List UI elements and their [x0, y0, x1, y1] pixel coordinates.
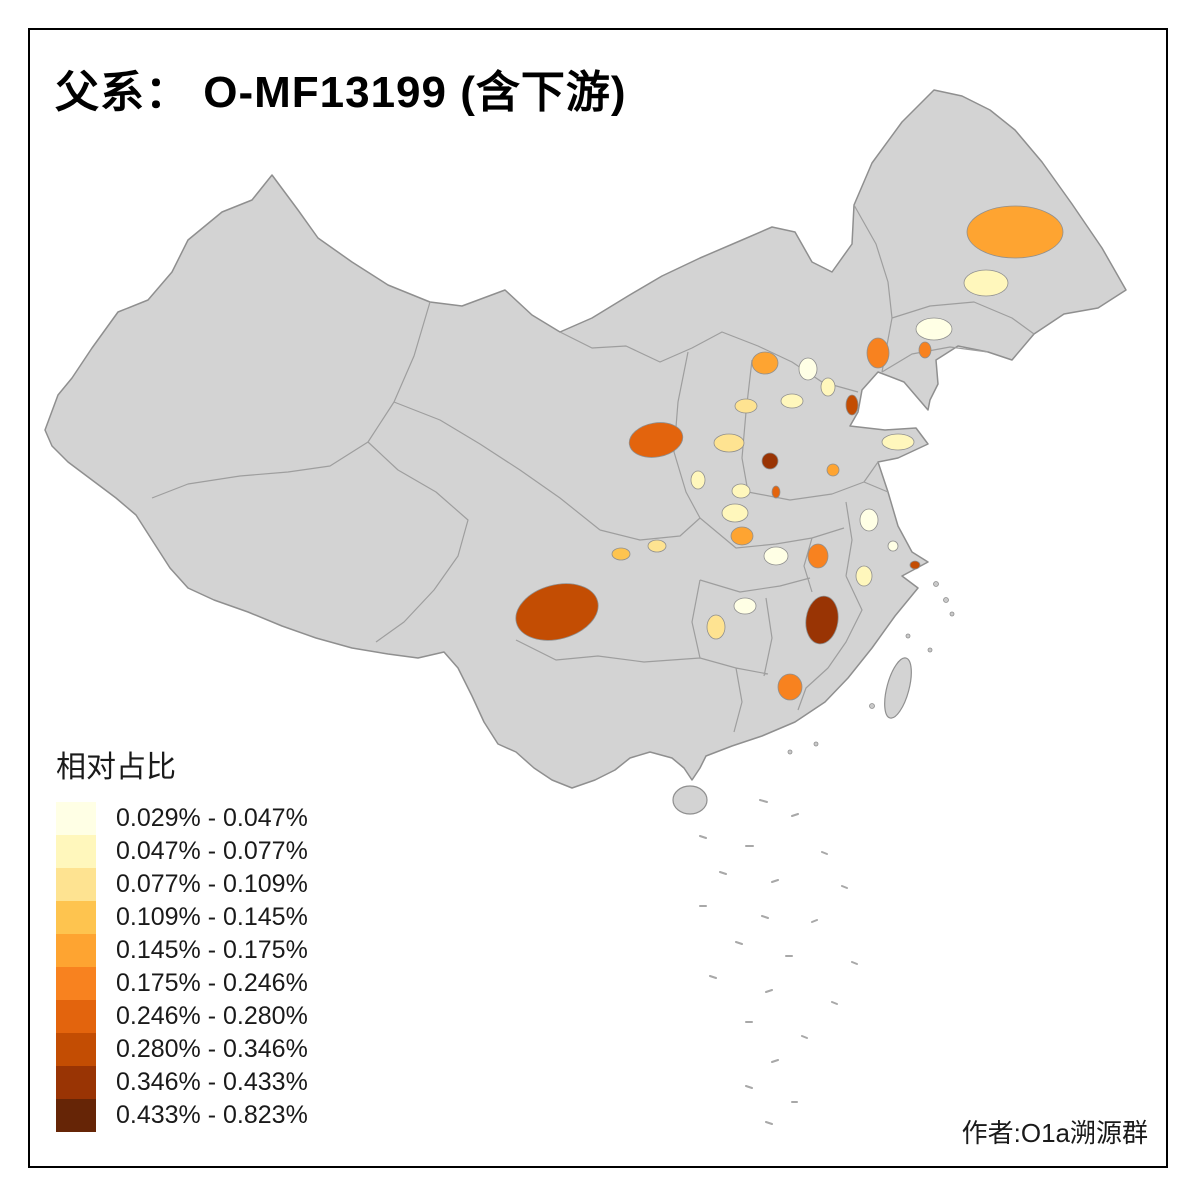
taiwan-island: [884, 657, 912, 719]
highlighted-region: [807, 543, 829, 569]
legend-entry: 0.029% - 0.047%: [56, 802, 308, 835]
highlighted-region: [730, 526, 754, 546]
highlighted-region: [881, 433, 915, 451]
legend-label: 0.246% - 0.280%: [116, 1002, 308, 1030]
legend-swatch: [56, 967, 96, 1000]
highlighted-region: [515, 583, 599, 641]
legend-label: 0.029% - 0.047%: [116, 804, 308, 832]
highlighted-region: [887, 540, 899, 552]
legend: 相对占比 0.029% - 0.047% 0.047% - 0.077% 0.077…: [56, 742, 308, 1132]
legend-entry: 0.047% - 0.077%: [56, 835, 308, 868]
legend-entries: 0.029% - 0.047% 0.047% - 0.077% 0.077% - 0…: [56, 802, 308, 1132]
legend-label: 0.047% - 0.077%: [116, 837, 308, 865]
legend-entry: 0.246% - 0.280%: [56, 1000, 308, 1033]
legend-entry: 0.433% - 0.823%: [56, 1099, 308, 1132]
legend-label: 0.175% - 0.246%: [116, 969, 308, 997]
legend-swatch: [56, 868, 96, 901]
highlighted-region: [763, 546, 789, 566]
highlighted-region: [966, 205, 1064, 259]
highlighted-region: [777, 673, 803, 701]
legend-title: 相对占比: [56, 751, 176, 784]
highlighted-region: [706, 614, 726, 640]
coastal-islets: [787, 581, 955, 755]
highlighted-region: [855, 565, 873, 587]
legend-entry: 0.280% - 0.346%: [56, 1033, 308, 1066]
china-mainland: [44, 89, 1127, 789]
legend-entry: 0.077% - 0.109%: [56, 868, 308, 901]
legend-swatch: [56, 1099, 96, 1132]
highlighted-region: [690, 470, 706, 490]
legend-entry: 0.145% - 0.175%: [56, 934, 308, 967]
highlighted-region: [805, 595, 839, 645]
legend-swatch: [56, 1066, 96, 1099]
highlighted-region: [611, 547, 631, 561]
highlighted-region: [859, 508, 879, 532]
highlighted-region: [963, 269, 1009, 297]
highlighted-region: [866, 337, 890, 369]
highlighted-region: [751, 351, 779, 375]
highlighted-region: [820, 377, 836, 397]
legend-entry: 0.109% - 0.145%: [56, 901, 308, 934]
map-title: 父系： O-MF13199 (含下游): [55, 68, 627, 117]
highlighted-region: [780, 393, 804, 409]
legend-label: 0.077% - 0.109%: [116, 870, 308, 898]
legend-label: 0.346% - 0.433%: [116, 1068, 308, 1096]
highlighted-region: [761, 452, 779, 470]
highlighted-region: [915, 317, 953, 341]
highlighted-region: [826, 463, 840, 477]
highlighted-regions: [515, 205, 1064, 701]
legend-entry: 0.346% - 0.433%: [56, 1066, 308, 1099]
south-china-sea-islands: [699, 799, 858, 1125]
highlighted-region: [798, 357, 818, 381]
legend-swatch: [56, 1000, 96, 1033]
legend-entry: 0.175% - 0.246%: [56, 967, 308, 1000]
legend-swatch: [56, 835, 96, 868]
legend-swatch: [56, 934, 96, 967]
highlighted-region: [918, 341, 932, 359]
highlighted-region: [731, 483, 751, 499]
author-credit: 作者:O1a溯源群: [961, 1118, 1148, 1148]
highlighted-region: [771, 485, 781, 499]
legend-label: 0.109% - 0.145%: [116, 903, 308, 931]
highlighted-region: [628, 422, 684, 458]
legend-label: 0.145% - 0.175%: [116, 936, 308, 964]
legend-label: 0.433% - 0.823%: [116, 1101, 308, 1129]
legend-swatch: [56, 901, 96, 934]
legend-swatch: [56, 802, 96, 835]
highlighted-region: [845, 394, 859, 416]
legend-swatch: [56, 1033, 96, 1066]
highlighted-region: [647, 539, 667, 553]
highlighted-region: [909, 560, 921, 570]
highlighted-region: [733, 597, 757, 615]
highlighted-region: [721, 503, 749, 523]
highlighted-region: [713, 433, 745, 453]
hainan-island: [672, 785, 708, 815]
highlighted-region: [734, 398, 758, 414]
legend-label: 0.280% - 0.346%: [116, 1035, 308, 1063]
